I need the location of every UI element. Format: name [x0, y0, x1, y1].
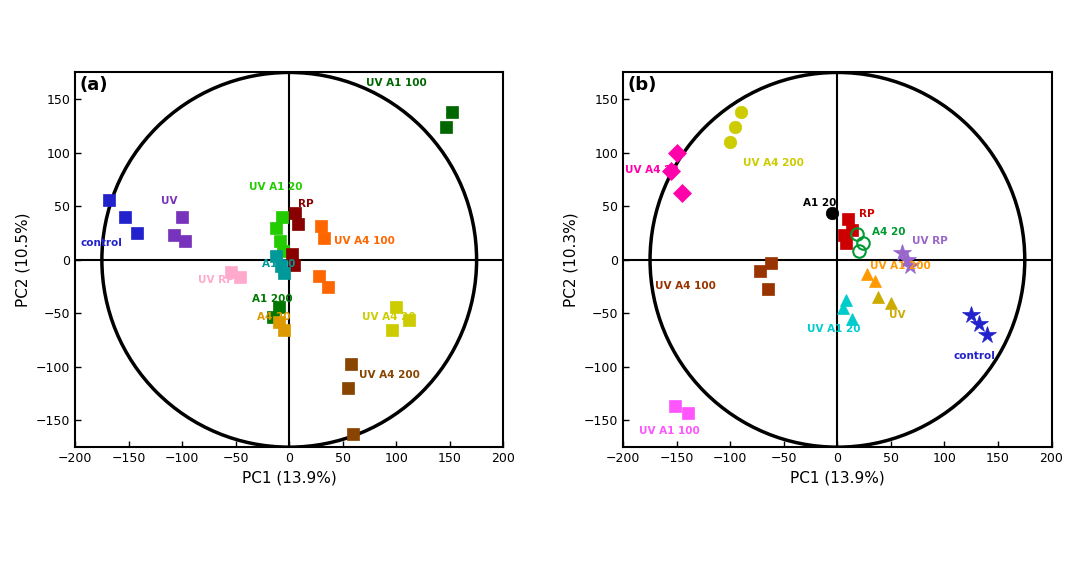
- Text: A1 20: A1 20: [263, 259, 296, 269]
- Text: UV A4 20: UV A4 20: [626, 165, 679, 175]
- Text: UV: UV: [161, 196, 177, 206]
- Text: UV: UV: [888, 311, 906, 320]
- Text: RP: RP: [298, 199, 313, 209]
- Text: control: control: [953, 351, 995, 361]
- Text: control: control: [80, 238, 122, 248]
- Text: UV A1 20: UV A1 20: [807, 324, 861, 335]
- Text: (b): (b): [628, 76, 657, 94]
- X-axis label: PC1 (13.9%): PC1 (13.9%): [241, 471, 337, 485]
- Text: UV A4 100: UV A4 100: [334, 235, 395, 246]
- Text: UV A1 100: UV A1 100: [640, 426, 700, 436]
- Text: A1 20: A1 20: [804, 198, 837, 208]
- Text: UV A4 200: UV A4 200: [744, 158, 804, 168]
- Text: UV A4 200: UV A4 200: [358, 371, 420, 380]
- Y-axis label: PC2 (10.5%): PC2 (10.5%): [15, 212, 30, 307]
- Text: A4 20: A4 20: [258, 312, 291, 321]
- Text: RP: RP: [858, 209, 874, 219]
- Text: A1 200: A1 200: [252, 295, 292, 304]
- Text: UV A1 100: UV A1 100: [366, 78, 427, 88]
- Text: UV A4 20: UV A4 20: [362, 312, 415, 321]
- Text: A4 20: A4 20: [871, 227, 906, 237]
- Text: UV A1 200: UV A1 200: [869, 261, 930, 271]
- Text: (a): (a): [79, 76, 108, 94]
- X-axis label: PC1 (13.9%): PC1 (13.9%): [790, 471, 885, 485]
- Text: UV A1 20: UV A1 20: [249, 182, 303, 192]
- Text: UV A4 100: UV A4 100: [656, 280, 717, 291]
- Text: UV RP: UV RP: [199, 275, 234, 285]
- Text: UV RP: UV RP: [912, 235, 949, 246]
- Y-axis label: PC2 (10.3%): PC2 (10.3%): [563, 212, 578, 307]
